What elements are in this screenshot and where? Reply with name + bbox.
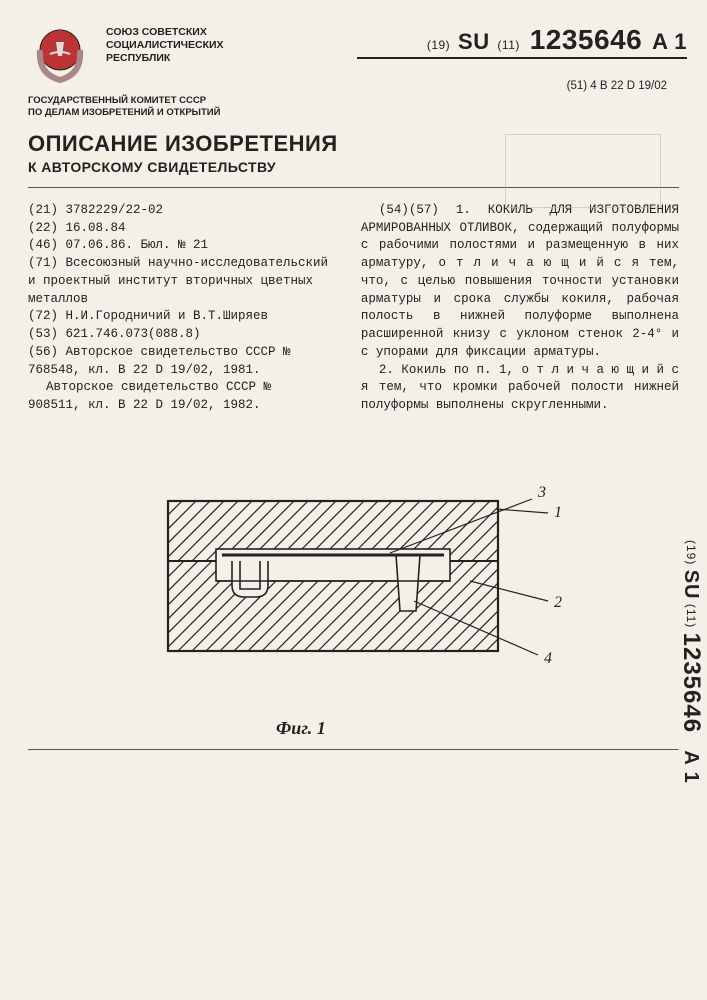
v-prefix: (19): [684, 540, 698, 565]
pub-num: 1235646: [530, 24, 643, 55]
divider-bottom: [28, 749, 679, 751]
ipc-code: (51) 4 B 22 D 19/02: [567, 80, 667, 92]
stamp-box: [505, 134, 661, 208]
union-line1: СОЮЗ СОВЕТСКИХ: [106, 26, 224, 39]
svg-text:3: 3: [537, 484, 546, 501]
union-line3: РЕСПУБЛИК: [106, 52, 224, 65]
svg-text:2: 2: [554, 594, 562, 611]
pub-prefix: (19): [427, 38, 450, 52]
svg-text:4: 4: [544, 650, 552, 667]
bib-72: (72) Н.И.Городничий и В.Т.Ширяев: [28, 308, 331, 326]
publication-number: (19) SU (11) 1235646 A 1: [427, 24, 687, 56]
bib-56a: (56) Авторское свидетельство СССР № 7685…: [28, 344, 331, 380]
bibliographic-columns: (21) 3782229/22-02 (22) 16.08.84 (46) 07…: [28, 202, 679, 415]
abstract-p1: (54)(57) 1. КОКИЛЬ ДЛЯ ИЗГОТОВЛЕНИЯ АРМИ…: [361, 202, 679, 362]
bib-71: (71) Всесоюзный научно-исследовательский…: [28, 255, 331, 308]
committee-line2: ПО ДЕЛАМ ИЗОБРЕТЕНИЙ И ОТКРЫТИЙ: [28, 107, 679, 119]
abstract-p2: 2. Кокиль по п. 1, о т л и ч а ю щ и й с…: [361, 362, 679, 415]
v-num: 1235646: [678, 633, 705, 733]
v-mid: (11): [684, 604, 698, 628]
bib-46: (46) 07.06.86. Бюл. № 21: [28, 237, 331, 255]
pub-a1: A 1: [652, 29, 687, 54]
vertical-doc-id: (19) SU (11) 1235646 A 1: [677, 540, 705, 784]
left-column: (21) 3782229/22-02 (22) 16.08.84 (46) 07…: [28, 202, 331, 415]
pub-underline: [357, 57, 687, 59]
bib-56b: Авторское свидетельство СССР № 908511, к…: [28, 379, 331, 415]
figure-area: 31 2 4 Фиг. 1: [28, 461, 679, 751]
union-name: СОЮЗ СОВЕТСКИХ СОЦИАЛИСТИЧЕСКИХ РЕСПУБЛИ…: [106, 20, 224, 65]
v-a1: A 1: [680, 750, 702, 783]
bib-22: (22) 16.08.84: [28, 220, 331, 238]
committee-name: ГОСУДАРСТВЕННЫЙ КОМИТЕТ СССР ПО ДЕЛАМ ИЗ…: [28, 95, 679, 119]
pub-mid: (11): [497, 38, 519, 52]
svg-text:1: 1: [554, 504, 562, 521]
committee-line1: ГОСУДАРСТВЕННЫЙ КОМИТЕТ СССР: [28, 95, 679, 107]
bib-53: (53) 621.746.073(088.8): [28, 326, 331, 344]
v-su: SU: [680, 570, 702, 600]
ussr-emblem-icon: [28, 20, 92, 89]
bib-21: (21) 3782229/22-02: [28, 202, 331, 220]
right-column: (54)(57) 1. КОКИЛЬ ДЛЯ ИЗГОТОВЛЕНИЯ АРМИ…: [361, 202, 679, 415]
figure-svg: 31 2 4: [48, 461, 618, 711]
pub-su: SU: [458, 29, 490, 54]
figure-caption: Фиг. 1: [276, 718, 326, 739]
union-line2: СОЦИАЛИСТИЧЕСКИХ: [106, 39, 224, 52]
